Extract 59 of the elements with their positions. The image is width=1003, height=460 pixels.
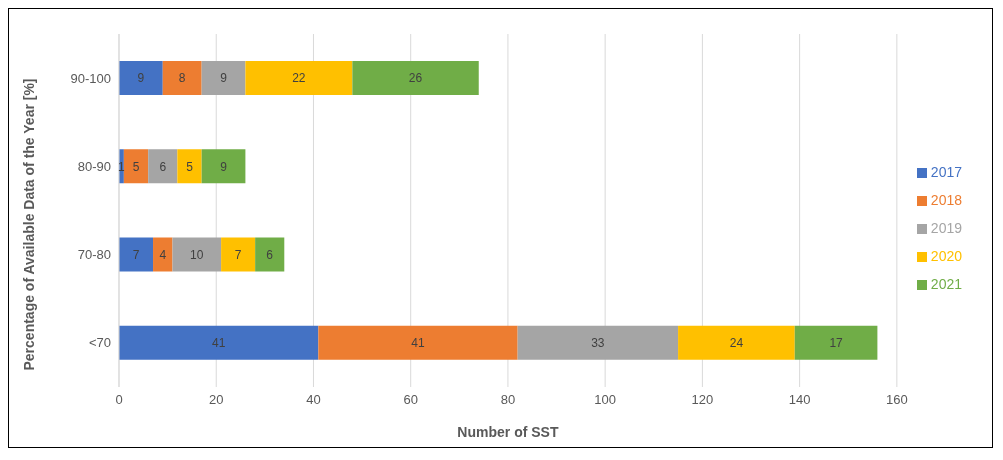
data-label: 26 xyxy=(408,71,423,86)
bar xyxy=(153,237,173,272)
x-tick-label: 60 xyxy=(403,392,418,408)
bar xyxy=(172,237,222,272)
bar xyxy=(201,61,246,95)
data-label: 9 xyxy=(220,159,228,174)
data-label: 5 xyxy=(132,159,140,174)
bar xyxy=(318,325,518,360)
bar xyxy=(245,61,353,95)
bar xyxy=(517,325,679,360)
data-label: 6 xyxy=(266,247,274,262)
legend-label: 2017 xyxy=(930,164,962,180)
y-tick-label: 90-100 xyxy=(70,70,111,86)
x-tick-label: 140 xyxy=(788,392,811,408)
bar xyxy=(162,61,202,95)
x-tick-label: 80 xyxy=(500,392,516,408)
bar xyxy=(352,61,479,95)
data-label: 5 xyxy=(186,159,194,174)
data-label: 22 xyxy=(292,71,306,86)
legend-label: 2020 xyxy=(930,248,962,264)
bar xyxy=(119,237,154,272)
x-tick-label: 160 xyxy=(885,392,908,408)
x-axis-title: Number of SST xyxy=(457,424,559,440)
data-label: 9 xyxy=(220,71,228,86)
bar xyxy=(177,149,202,184)
data-label: 7 xyxy=(234,247,242,262)
legend-label: 2018 xyxy=(930,192,962,208)
data-label: 33 xyxy=(591,336,605,351)
bar xyxy=(255,237,285,272)
bar xyxy=(119,325,319,360)
data-label: 1 xyxy=(118,159,126,174)
bar xyxy=(221,237,256,272)
y-tick-label: 70-80 xyxy=(77,247,111,263)
data-label: 9 xyxy=(137,71,145,86)
data-label: 4 xyxy=(159,247,167,262)
data-label: 17 xyxy=(829,336,844,351)
y-tick-label: <70 xyxy=(88,335,111,351)
bar xyxy=(794,325,878,360)
data-label: 8 xyxy=(178,71,186,86)
bar xyxy=(201,149,246,184)
data-label: 24 xyxy=(729,336,744,351)
y-tick-label: 80-90 xyxy=(77,158,111,174)
x-tick-label: 0 xyxy=(115,392,123,408)
data-label: 7 xyxy=(132,247,140,262)
bar xyxy=(148,149,178,184)
legend-label: 2019 xyxy=(930,220,962,236)
data-label: 41 xyxy=(411,336,425,351)
x-tick-label: 120 xyxy=(691,392,714,408)
x-tick-label: 40 xyxy=(306,392,321,408)
legend-label: 2021 xyxy=(930,276,962,292)
x-tick-label: 100 xyxy=(594,392,616,408)
bar xyxy=(123,149,149,184)
x-tick-label: 20 xyxy=(209,392,224,408)
bar xyxy=(678,325,795,360)
data-label: 6 xyxy=(159,159,167,174)
data-label: 41 xyxy=(211,336,226,351)
y-axis-title: Percentage of Available Data of the Year [%] xyxy=(20,78,37,371)
bar xyxy=(119,61,163,95)
data-label: 10 xyxy=(190,247,204,262)
